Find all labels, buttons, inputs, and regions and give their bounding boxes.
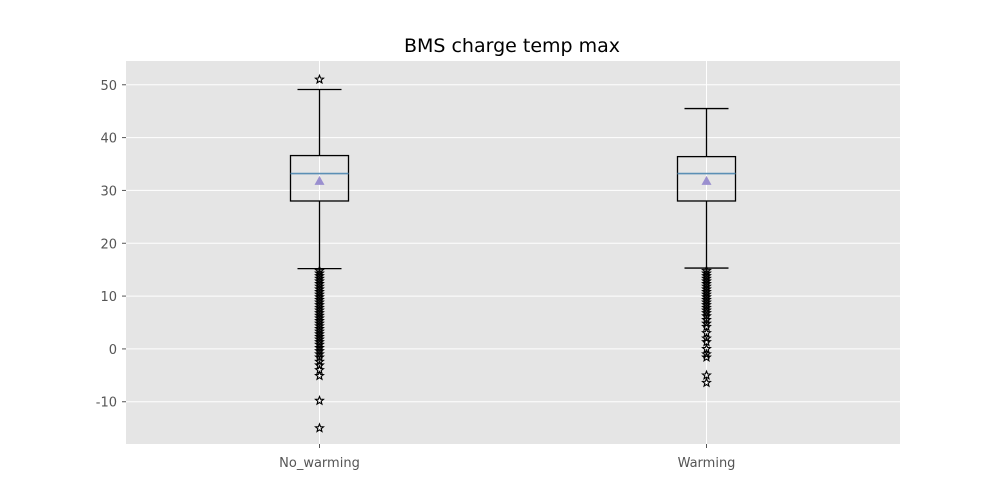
x-axis-ticks: No_warming Warming bbox=[279, 444, 735, 471]
outlier-point bbox=[701, 348, 712, 359]
outlier-point bbox=[314, 73, 325, 85]
mean-marker bbox=[701, 175, 712, 185]
y-tick-label: 40 bbox=[100, 132, 117, 147]
mean-marker bbox=[314, 175, 325, 185]
x-tick-label: No_warming bbox=[279, 456, 360, 471]
outlier-point bbox=[314, 370, 325, 381]
box-no-warming bbox=[289, 73, 350, 433]
y-axis-ticks: -10 0 10 20 30 40 50 bbox=[96, 79, 126, 411]
outlier-point bbox=[701, 351, 712, 362]
outlier-point bbox=[701, 332, 712, 343]
iqr-box bbox=[289, 154, 350, 202]
outlier-point bbox=[314, 422, 325, 433]
box-warming bbox=[676, 107, 737, 388]
iqr-box bbox=[676, 155, 737, 202]
outlier-point bbox=[314, 355, 325, 367]
x-tick-label: Warming bbox=[678, 456, 736, 471]
y-tick-label: 0 bbox=[109, 343, 117, 358]
y-tick-label: -10 bbox=[96, 396, 117, 411]
outlier-point bbox=[314, 351, 325, 362]
grid-lines bbox=[126, 61, 900, 444]
outlier-point bbox=[701, 317, 712, 329]
boxes bbox=[289, 73, 737, 433]
y-tick-label: 20 bbox=[100, 237, 117, 252]
outlier-point bbox=[701, 376, 712, 388]
chart-title: BMS charge temp max bbox=[404, 35, 620, 57]
y-tick-label: 50 bbox=[100, 79, 117, 94]
y-tick-label: 30 bbox=[100, 184, 117, 199]
outlier-point bbox=[314, 394, 325, 406]
y-tick-label: 10 bbox=[100, 290, 117, 305]
plot-area bbox=[126, 61, 900, 444]
